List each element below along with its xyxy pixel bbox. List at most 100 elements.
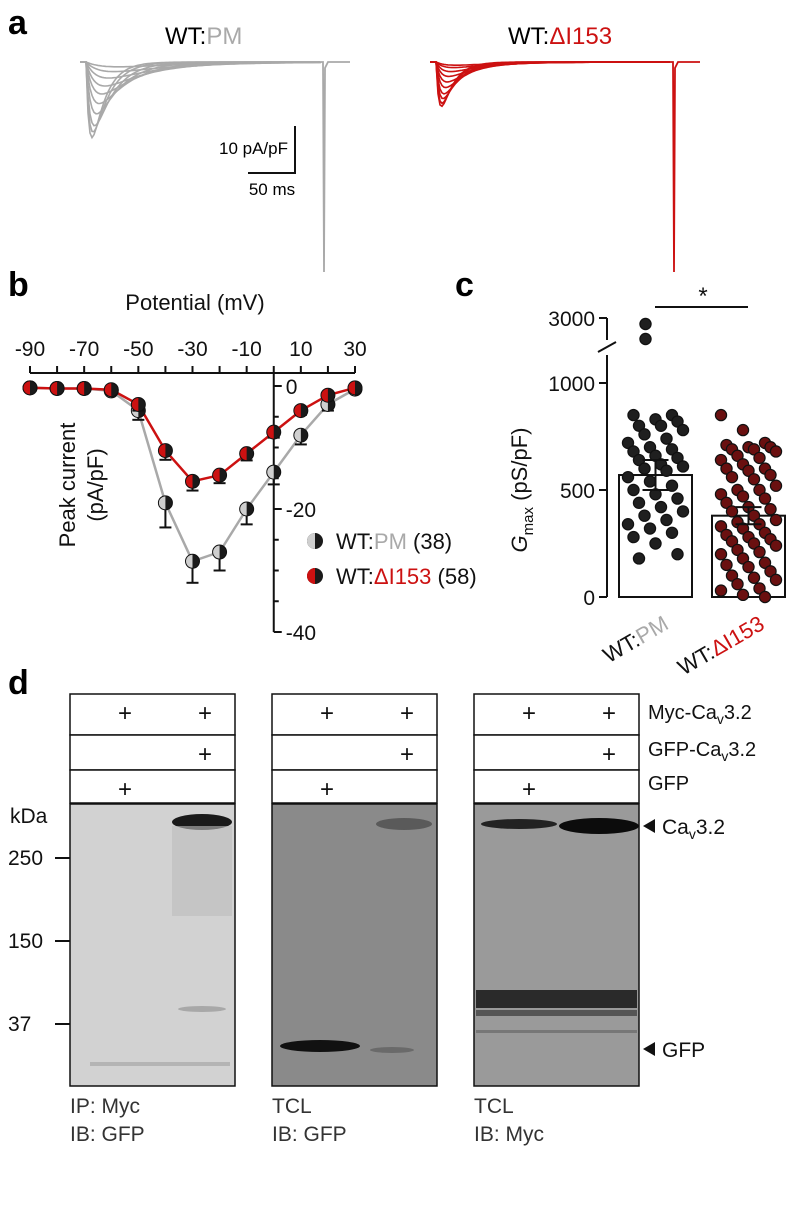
- scatter-point: [627, 408, 640, 422]
- y-tick-label: 0: [286, 376, 298, 399]
- scatter-point: [665, 443, 679, 456]
- condition-row: [473, 734, 640, 771]
- blot-caption-line1: TCL: [272, 1095, 312, 1118]
- band-faint: [178, 1006, 226, 1012]
- band-cav32: [481, 819, 557, 829]
- data-point: [185, 473, 200, 489]
- scatter-point: [731, 449, 744, 462]
- point-outline: [320, 387, 336, 403]
- point-outline: [103, 382, 119, 398]
- scatter-point: [621, 470, 635, 484]
- plus-sign: +: [198, 700, 212, 727]
- scatter-point: [671, 415, 684, 428]
- scatter-point: [742, 464, 755, 477]
- scatter-point: [676, 460, 690, 473]
- scatter-point: [742, 560, 755, 574]
- point-half: [348, 380, 355, 395]
- pm-sweep: [80, 61, 321, 68]
- point-outline: [212, 467, 228, 483]
- scatter-point: [632, 552, 646, 565]
- scatter-point: [753, 582, 766, 595]
- band-gfp: [280, 1040, 360, 1052]
- scale-bar-y-label: 10 pA/pF: [219, 139, 288, 158]
- plus-sign: +: [198, 741, 212, 768]
- condition-row: [473, 693, 640, 736]
- y-tick-label: 0: [583, 587, 595, 610]
- scatter-point: [638, 509, 651, 522]
- point-half: [266, 425, 274, 440]
- scatter-point: [769, 539, 783, 552]
- point-half: [185, 554, 193, 569]
- di153-sweep: [430, 61, 670, 108]
- condition-row: [69, 693, 236, 736]
- significance-star: *: [698, 283, 707, 310]
- scatter-point: [731, 543, 744, 557]
- scatter-point: [725, 505, 739, 518]
- data-point: [266, 464, 282, 480]
- point-outline: [239, 501, 255, 517]
- scatter-point: [747, 443, 761, 456]
- category-label: WT:PM: [599, 611, 673, 668]
- di153-sweep: [430, 61, 670, 66]
- plus-sign: +: [320, 700, 334, 727]
- scatter-point: [769, 479, 783, 492]
- point-half: [239, 446, 247, 461]
- scatter-point: [621, 436, 635, 450]
- x-tick-label: -30: [177, 338, 207, 361]
- point-outline: [157, 443, 173, 459]
- scatter-point: [643, 475, 657, 488]
- axis-break: [597, 341, 617, 353]
- band-cav32: [559, 818, 639, 834]
- band-faint: [476, 1030, 637, 1033]
- scatter-point: [649, 537, 662, 550]
- data-point: [212, 467, 228, 483]
- x-tick-label: -10: [231, 338, 261, 361]
- pm-sweep: [80, 61, 320, 133]
- point-outline: [347, 380, 363, 396]
- smear: [172, 826, 232, 916]
- scatter-point: [665, 526, 679, 540]
- panel-letter-b: b: [8, 266, 29, 304]
- kda-label: kDa: [10, 805, 48, 828]
- condition-label: GFP: [648, 773, 689, 795]
- scatter-point: [627, 445, 640, 458]
- data-point: [293, 427, 309, 443]
- point-half: [158, 443, 166, 458]
- scatter-point: [671, 451, 684, 465]
- x-tick-label: -50: [123, 338, 153, 361]
- scatter-point: [736, 423, 750, 437]
- data-point: [347, 380, 363, 396]
- plus-sign: +: [320, 776, 334, 803]
- scatter-point: [764, 468, 777, 482]
- point-half: [104, 382, 112, 397]
- data-point: [22, 380, 38, 396]
- plus-sign: +: [118, 776, 132, 803]
- scatter-point: [736, 490, 750, 503]
- x-tick-label: -70: [69, 338, 99, 361]
- point-half: [185, 474, 193, 489]
- legend-entry: WT:PM (38): [336, 529, 452, 554]
- scatter-point: [639, 317, 652, 331]
- scatter-point: [758, 556, 772, 569]
- point-outline: [76, 380, 92, 396]
- point-outline: [185, 473, 200, 489]
- scatter-point: [627, 530, 640, 544]
- scatter-point: [621, 518, 635, 531]
- y-tick-label: 3000: [548, 308, 595, 331]
- x-tick-label: 10: [289, 338, 312, 361]
- current-traces-pm: [80, 61, 350, 273]
- point-outline: [185, 553, 200, 569]
- scatter-point: [665, 479, 679, 492]
- legend-marker-half: [307, 533, 315, 549]
- blot-caption-line1: TCL: [474, 1095, 514, 1118]
- point-outline: [293, 427, 309, 443]
- band-faint: [90, 1062, 230, 1066]
- point-outline: [130, 396, 146, 412]
- x-axis-label: Potential (mV): [125, 290, 264, 315]
- scatter-point: [660, 464, 673, 477]
- condition-row: [69, 734, 236, 771]
- scatter-point: [638, 462, 651, 475]
- blot-caption-line1: IP: Myc: [70, 1095, 140, 1118]
- panel-letter-d: d: [8, 664, 29, 702]
